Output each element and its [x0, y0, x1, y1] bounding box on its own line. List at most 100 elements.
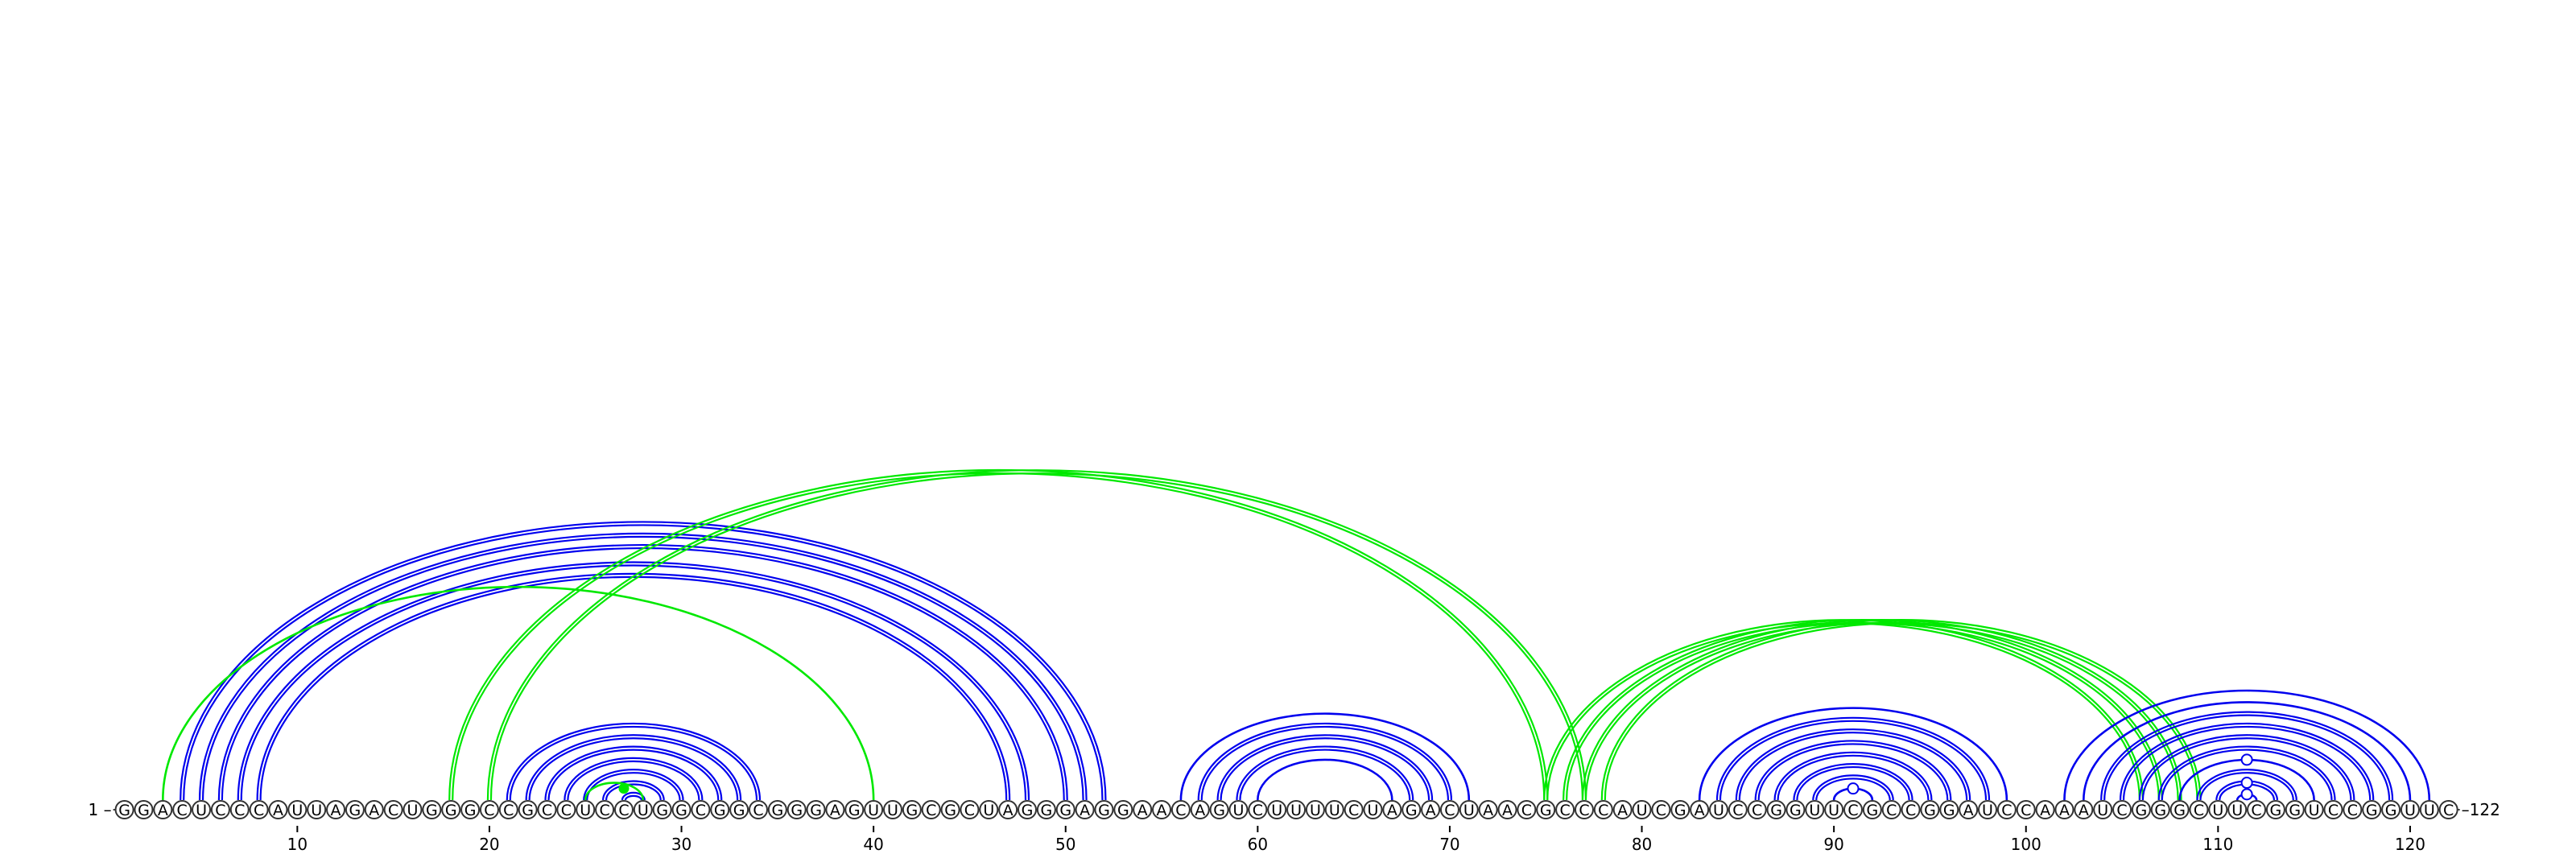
nucleotide-9: A [268, 800, 288, 819]
nucleotide-71-circle [1459, 800, 1479, 819]
nucleotide-54: A [1133, 800, 1153, 819]
nucleotide-43-letter: C [926, 802, 936, 819]
base-pair-arc-56-71 [1179, 712, 1471, 801]
nucleotide-35-letter: G [771, 802, 783, 819]
tick-label-60: 60 [1248, 835, 1268, 854]
nucleotide-107-circle [2150, 800, 2170, 819]
nucleotide-45-circle [960, 800, 980, 819]
nucleotide-26-letter: C [599, 802, 609, 819]
nucleotide-60-circle [1248, 800, 1268, 819]
nucleotide-95: G [1920, 800, 1940, 819]
nucleotide-97-circle [1959, 800, 1979, 819]
nucleotide-52: G [1094, 800, 1114, 819]
base-pair-arc-60-67 [1257, 758, 1393, 801]
nucleotide-49-letter: G [1041, 802, 1053, 819]
nucleotide-89-letter: U [1809, 802, 1820, 819]
nucleotide-55-letter: A [1157, 802, 1167, 819]
nucleotide-80-circle [1632, 800, 1652, 819]
nucleotide-32-circle [710, 800, 730, 819]
nucleotide-7-letter: C [234, 802, 245, 819]
nucleotide-51: A [1075, 800, 1095, 819]
base-pair-arc-89-93-line-2 [1812, 774, 1894, 801]
nucleotide-62-circle [1286, 800, 1307, 819]
nucleotide-13: G [345, 800, 365, 819]
nucleotide-48-letter: G [1022, 802, 1034, 819]
nucleotide-27: C [613, 800, 634, 819]
nucleotide-112-letter: C [2251, 802, 2261, 819]
nucleotide-114-letter: G [2289, 802, 2301, 819]
nucleotide-40: U [864, 800, 884, 819]
nucleotide-34-circle [748, 800, 768, 819]
nucleotide-69: A [1421, 800, 1441, 819]
nucleotide-6: C [210, 800, 230, 819]
position-axis: 10 20 30 40 50 60 70 80 90 100 110 120 [287, 826, 2425, 854]
base-pair-arc-103-120 [2083, 701, 2412, 801]
nucleotide-107: G [2150, 800, 2170, 819]
base-pair-arc-5-51-line-1 [201, 535, 1084, 801]
base-pair-arc-22-33-line-1 [528, 737, 739, 801]
base-pair-arc-104-119-line-2 [2100, 711, 2394, 801]
base-pair-arc-83-99 [1698, 707, 2008, 801]
nucleotide-78-letter: C [1598, 802, 1608, 819]
nucleotide-90: U [1824, 800, 1844, 819]
nucleotide-93-letter: C [1886, 802, 1897, 819]
nucleotide-9-letter: A [273, 802, 283, 819]
base-pair-arc-8-47-line-1 [259, 575, 1008, 801]
nucleotide-96-letter: G [1943, 802, 1955, 819]
nucleotide-114-circle [2285, 800, 2305, 819]
nucleotide-3: A [153, 800, 173, 819]
nucleotide-68: G [1402, 800, 1422, 819]
nucleotide-122-circle [2438, 800, 2458, 819]
nucleotide-73-circle [1497, 800, 1517, 819]
nucleotide-90-letter: U [1828, 802, 1839, 819]
nucleotide-8-letter: C [254, 802, 264, 819]
tick-label-100: 100 [2011, 835, 2041, 854]
nucleotide-24: C [556, 800, 576, 819]
nucleotide-52-circle [1094, 800, 1114, 819]
tick-label-80: 80 [1632, 835, 1652, 854]
nucleotide-73: A [1497, 800, 1517, 819]
base-pair-arc-88-94-line-2 [1793, 763, 1913, 801]
nucleotide-1: G [114, 800, 134, 819]
nucleotide-39-letter: G [848, 802, 861, 819]
nucleotide-17-letter: G [426, 802, 438, 819]
nucleotide-113: G [2265, 800, 2285, 819]
nucleotide-60: C [1248, 800, 1268, 819]
nucleotide-114: G [2285, 800, 2305, 819]
nucleotide-121: U [2419, 800, 2439, 819]
nucleotide-74-circle [1517, 800, 1537, 819]
nucleotide-118-circle [2362, 800, 2382, 819]
nucleotide-25-letter: U [580, 802, 591, 819]
nucleotide-97: A [1959, 800, 1979, 819]
nucleotide-121-circle [2419, 800, 2439, 819]
nucleotide-70-circle [1439, 800, 1459, 819]
nucleotide-118: G [2362, 800, 2382, 819]
base-pair-arc-102-121 [2063, 689, 2431, 801]
base-pair-arc-86-96-line-1 [1757, 743, 1949, 801]
nucleotide-87-circle [1766, 800, 1786, 819]
nucleotide-64-circle [1324, 800, 1344, 819]
nucleotide-15-letter: C [388, 802, 398, 819]
nucleotide-77-circle [1574, 800, 1594, 819]
nucleotide-92: G [1862, 800, 1882, 819]
nucleotide-7: C [229, 800, 250, 819]
base-pair-arc-87-95-line-2 [1773, 751, 1933, 801]
nucleotide-36-circle [786, 800, 807, 819]
nucleotide-47: A [998, 800, 1018, 819]
base-pair-arc-3-40 [162, 585, 875, 801]
nucleotide-12-circle [326, 800, 346, 819]
base-pair-arc-88-94-line-1 [1796, 765, 1910, 801]
nucleotide-80: U [1632, 800, 1652, 819]
nucleotide-45: C [960, 800, 980, 819]
nucleotide-22-circle [518, 800, 538, 819]
nucleotide-39-circle [844, 800, 865, 819]
nucleotide-47-circle [998, 800, 1018, 819]
nucleotide-93-circle [1881, 800, 1901, 819]
nucleotide-108-letter: G [2174, 802, 2186, 819]
nucleotide-116-letter: C [2328, 802, 2339, 819]
nucleotide-11: U [307, 800, 327, 819]
tick-label-30: 30 [671, 835, 691, 854]
nucleotide-110-circle [2208, 800, 2228, 819]
nucleotide-20: C [479, 800, 499, 819]
